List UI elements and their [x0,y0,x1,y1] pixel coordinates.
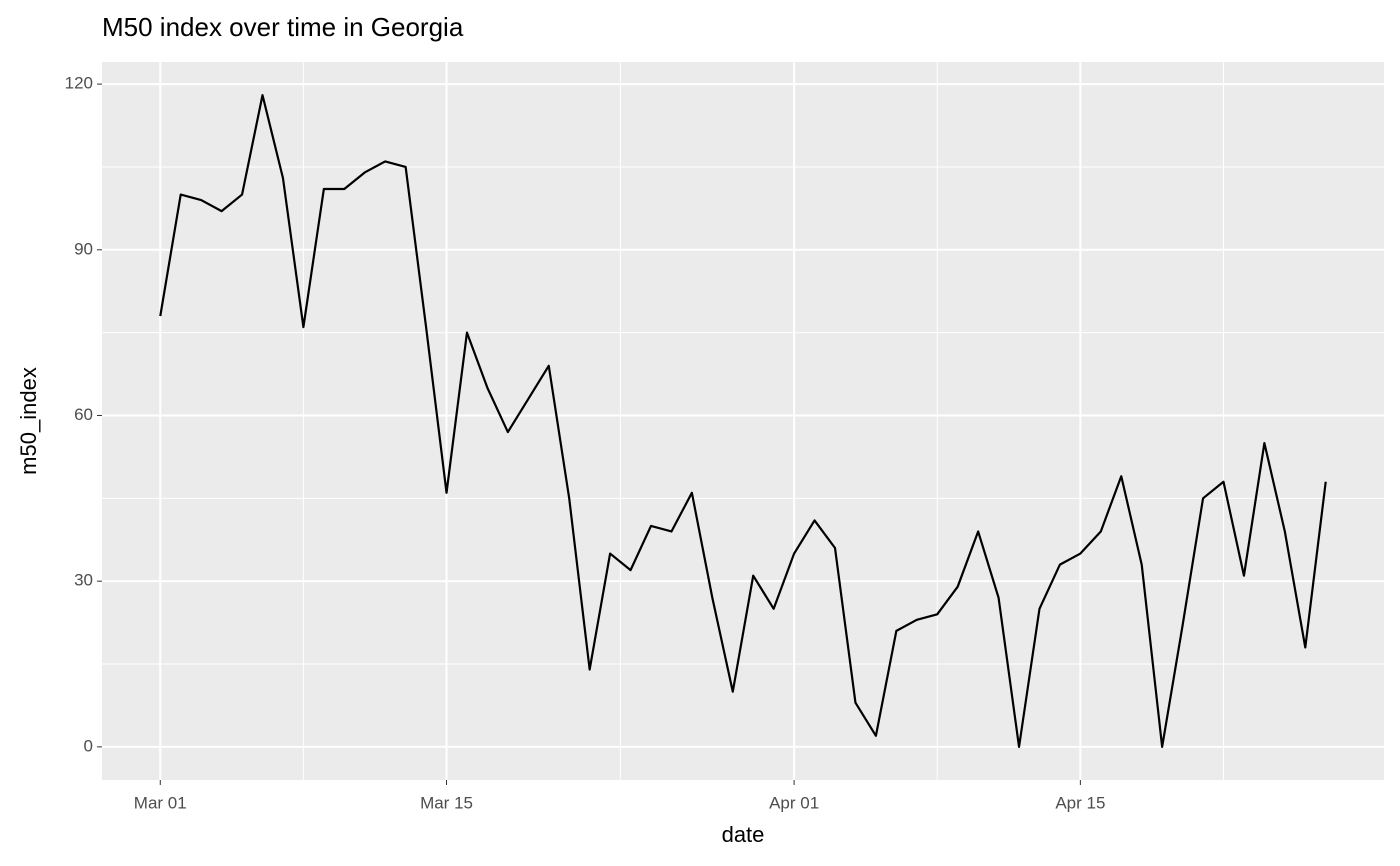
y-tick-label: 120 [65,74,93,93]
panel [102,62,1384,780]
x-tick-label: Apr 01 [769,793,819,812]
y-axis-label: m50_index [16,367,41,475]
y-tick-label: 60 [74,405,93,424]
y-tick-label: 90 [74,239,93,258]
x-tick-label: Apr 15 [1055,793,1105,812]
y-tick-label: 0 [84,736,93,755]
x-axis-label: date [722,822,765,847]
chart-title: M50 index over time in Georgia [102,12,464,42]
y-tick-label: 30 [74,571,93,590]
data-line [159,94,1327,748]
x-tick-label: Mar 15 [420,793,473,812]
x-tick-label: Mar 01 [134,793,187,812]
